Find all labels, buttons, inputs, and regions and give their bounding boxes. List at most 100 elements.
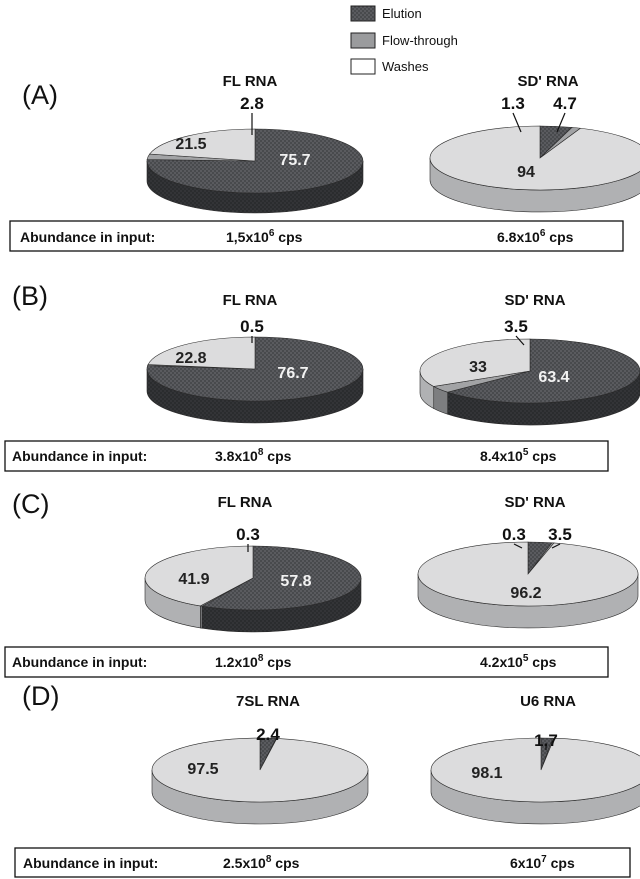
abundance-unit: cps (545, 229, 573, 245)
pie-slice-washes (419, 338, 531, 387)
abundance-mantissa: 4.2x10 (480, 654, 523, 670)
pie-data-label: 33 (469, 359, 487, 376)
abundance-value-left: 1,5x106 cps (226, 228, 303, 245)
abundance-box-d: Abundance in input: 2.5x108 cps 6x107 cp… (14, 847, 631, 878)
pie-slice-washes (151, 737, 369, 803)
pie-data-label: 3.5 (548, 525, 572, 544)
abundance-box-c: Abundance in input: 1.2x108 cps 4.2x105 … (4, 646, 609, 678)
pie-data-label: 98.1 (471, 765, 502, 782)
panel-letter-b: (B) (12, 281, 48, 311)
pie-title-b-left: FL RNA (223, 292, 278, 309)
abundance-mantissa: 1.2x10 (215, 654, 258, 670)
pie-sd-rna-a: 4.7 94 1.3 (429, 94, 640, 213)
pie-data-label: 63.4 (538, 369, 569, 386)
abundance-mantissa: 2.5x10 (223, 855, 266, 871)
abundance-exponent: 6 (540, 228, 546, 239)
pie-title-c-left: FL RNA (218, 494, 273, 511)
abundance-value-right: 8.4x105 cps (480, 447, 557, 464)
abundance-exponent: 6 (269, 228, 275, 239)
pie-data-label: 1.3 (501, 94, 525, 113)
pie-data-label: 41.9 (178, 571, 209, 588)
pie-data-label: 97.5 (187, 761, 218, 778)
abundance-unit: cps (263, 448, 291, 464)
legend: Elution Flow-through Washes (350, 5, 458, 75)
abundance-exponent: 7 (541, 854, 547, 865)
pie-sd-rna-b: 63.4 33 3.5 (419, 317, 640, 426)
pie-label-leader-line (513, 543, 523, 549)
abundance-unit: cps (263, 654, 291, 670)
pie-data-label: 4.7 (553, 94, 577, 113)
pie-title-b-right: SD' RNA (504, 292, 565, 309)
abundance-unit: cps (528, 448, 556, 464)
abundance-value-right: 4.2x105 cps (480, 653, 557, 670)
pie-label-leader-line (551, 543, 561, 549)
pie-data-label: 94 (517, 164, 535, 181)
abundance-exponent: 5 (523, 447, 529, 458)
abundance-value-right: 6x107 cps (510, 854, 575, 871)
abundance-box-a: Abundance in input: 1,5x106 cps 6.8x106 … (9, 220, 624, 252)
panel-letter-c: (C) (12, 489, 49, 519)
pie-title-c-right: SD' RNA (504, 494, 565, 511)
pie-fl-rna-c: 57.8 41.9 0.3 (144, 525, 362, 633)
pie-title-a-right: SD' RNA (517, 73, 578, 90)
abundance-exponent: 5 (523, 653, 529, 664)
pie-data-label: 76.7 (277, 365, 308, 382)
pie-data-label: 75.7 (279, 152, 310, 169)
pie-slice-washes (147, 336, 256, 370)
abundance-mantissa: 6x10 (510, 855, 541, 871)
pie-label-leader-line (515, 335, 525, 346)
pie-data-label: 1.7 (534, 731, 558, 750)
abundance-unit: cps (271, 855, 299, 871)
abundance-unit: cps (274, 229, 302, 245)
legend-label-flow-through: Flow-through (382, 33, 458, 48)
abundance-mantissa: 8.4x10 (480, 448, 523, 464)
abundance-label: Abundance in input: (12, 654, 147, 670)
pie-data-label: 2.4 (256, 725, 280, 744)
pie-7sl-rna-d: 2.4 97.5 (151, 725, 369, 825)
pie-fl-rna-a: 75.7 21.5 2.8 (146, 94, 364, 214)
abundance-unit: cps (528, 654, 556, 670)
abundance-exponent: 8 (258, 447, 264, 458)
pie-data-label: 0.5 (240, 317, 264, 336)
pie-data-label: 22.8 (175, 350, 206, 367)
pie-slice-washes (429, 125, 640, 191)
pie-title-a-left: FL RNA (223, 73, 278, 90)
pie-data-label: 21.5 (175, 136, 206, 153)
abundance-unit: cps (547, 855, 575, 871)
abundance-value-left: 3.8x108 cps (215, 447, 292, 464)
legend-swatch-washes (350, 58, 376, 75)
abundance-value-left: 2.5x108 cps (223, 854, 300, 871)
pie-slice-elution (446, 338, 640, 404)
pie-data-label: 0.3 (502, 525, 526, 544)
pie-slice-elution (201, 545, 362, 611)
pie-data-label: 3.5 (504, 317, 528, 336)
legend-label-elution: Elution (382, 6, 422, 21)
abundance-value-left: 1.2x108 cps (215, 653, 292, 670)
pie-slice-washes (430, 737, 640, 803)
abundance-exponent: 8 (266, 854, 272, 865)
pie-label-leader-line (512, 112, 522, 133)
pie-fl-rna-b: 76.7 22.8 0.5 (146, 317, 364, 424)
pie-sd-rna-c: 3.5 96.2 0.3 (417, 525, 639, 629)
pie-data-label: 57.8 (280, 573, 311, 590)
abundance-label: Abundance in input: (12, 448, 147, 464)
abundance-mantissa: 3.8x10 (215, 448, 258, 464)
abundance-label: Abundance in input: (20, 229, 155, 245)
pie-slice-washes (417, 541, 639, 607)
legend-swatch-elution (350, 5, 376, 22)
panel-letter-a: (A) (22, 80, 58, 110)
panel-letter-d: (D) (22, 681, 59, 711)
pie-slice-washes (149, 128, 256, 162)
pie-slice-washes (144, 545, 254, 607)
abundance-mantissa: 1,5x10 (226, 229, 269, 245)
abundance-label: Abundance in input: (23, 855, 158, 871)
pie-data-label: 96.2 (510, 585, 541, 602)
abundance-mantissa: 6.8x10 (497, 229, 540, 245)
abundance-value-right: 6.8x106 cps (497, 228, 574, 245)
abundance-exponent: 8 (258, 653, 264, 664)
legend-swatch-flow-through (350, 32, 376, 49)
pie-title-d-right: U6 RNA (520, 693, 576, 710)
pie-data-label: 0.3 (236, 525, 260, 544)
abundance-box-b: Abundance in input: 3.8x108 cps 8.4x105 … (4, 440, 609, 472)
